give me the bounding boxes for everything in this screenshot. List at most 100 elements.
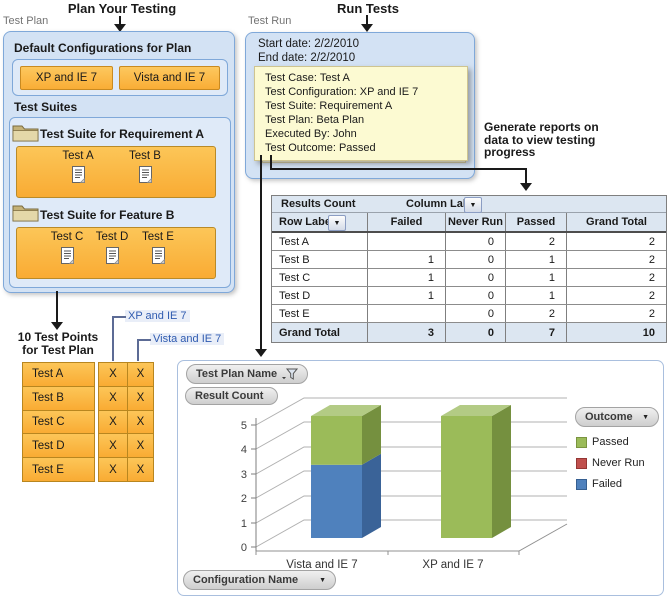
- test-points-mark-grid: X X X X X X X X X X: [98, 362, 154, 482]
- suite-requirement-a-title: Test Suite for Requirement A: [40, 127, 205, 141]
- stacked-column-chart: 0 1 2 3 4 5 Vista and IE 7 XP and IE 7: [241, 397, 568, 571]
- y-tick: 5: [241, 420, 247, 432]
- y-axis: [251, 418, 257, 551]
- column-labels-dropdown-button[interactable]: ▼: [464, 197, 482, 213]
- note-line: Executed By: John: [265, 127, 357, 140]
- folder-icon: [12, 205, 39, 222]
- test-e-label: Test E: [142, 231, 174, 243]
- result-count-field-pill[interactable]: Result Count: [185, 387, 278, 405]
- test-point-mark: X: [127, 409, 153, 434]
- passed-value: 1: [506, 269, 567, 286]
- generate-reports-line: data to view testing: [484, 132, 596, 147]
- passed-swatch-icon: [576, 436, 587, 448]
- run-to-chart-line: [260, 155, 262, 350]
- y-tick-labels: 0 1 2 3 4 5: [241, 420, 247, 554]
- note-line: Test Case: Test A: [265, 72, 350, 84]
- vista-ie7-callout: Vista and IE 7: [150, 333, 225, 345]
- table-row: Test C 1 0 1 2: [272, 269, 666, 287]
- test-suites-title: Test Suites: [14, 100, 78, 114]
- test-point-mark: X: [127, 385, 153, 410]
- test-case-document-icon: [106, 247, 119, 264]
- folder-icon: [12, 125, 39, 142]
- test-point-mark: X: [127, 363, 153, 386]
- generate-reports-text: Generate reports on data to view testing…: [484, 121, 659, 159]
- row-name: Test D: [272, 287, 368, 304]
- never-run-value: 0: [446, 269, 506, 286]
- failed-value: 1: [368, 269, 446, 286]
- y-tick: 1: [241, 518, 247, 530]
- vista-callout-line: [137, 339, 151, 341]
- total-value: 2: [648, 235, 655, 248]
- grand-total-column-header: Grand Total: [586, 216, 647, 228]
- axis-field-label: Configuration Name: [193, 574, 299, 586]
- run-arrow-line: [366, 15, 368, 24]
- test-point-row: Test D: [23, 433, 94, 458]
- test-points-title-line1: 10 Test Points: [17, 330, 99, 344]
- plan-to-points-arrow-icon: [51, 322, 63, 330]
- xp-ie7-callout: XP and IE 7: [125, 310, 190, 322]
- chevron-down-icon: ▼: [642, 413, 649, 421]
- table-row: Test B 1 0 1 2: [272, 251, 666, 269]
- note-line: Test Plan: Beta Plan: [265, 113, 365, 126]
- y-tick: 2: [241, 493, 247, 505]
- column-labels-field: Column Lab: [406, 198, 470, 210]
- row-name: Test C: [272, 269, 368, 286]
- legend-label: Never Run: [592, 457, 645, 469]
- test-point-mark: X: [99, 363, 127, 386]
- legend-item-passed: Passed: [576, 436, 629, 448]
- never-run-column-header: Never Run: [446, 213, 506, 231]
- test-plan-name-filter-pill[interactable]: Test Plan Name: [186, 364, 308, 384]
- test-point-mark: X: [127, 457, 153, 481]
- vista-callout-line: [137, 339, 139, 361]
- never-run-value: 0: [446, 287, 506, 304]
- filter-funnel-icon: [282, 368, 298, 380]
- passed-value: 1: [506, 287, 567, 304]
- configuration-name-axis-pill[interactable]: Configuration Name ▼: [183, 570, 336, 590]
- plan-your-testing-heading: Plan Your Testing: [67, 1, 177, 16]
- outcome-legend-pill[interactable]: Outcome ▼: [575, 407, 659, 427]
- note-line: Test Outcome: Passed: [265, 141, 376, 154]
- test-b-label: Test B: [129, 150, 161, 162]
- test-points-title: 10 Test Points for Test Plan: [2, 331, 114, 357]
- table-row: Test A 0 2 2: [272, 233, 666, 251]
- row-labels-dropdown-button[interactable]: ▼: [328, 215, 346, 231]
- end-date-text: End date: 2/2/2010: [258, 52, 356, 64]
- run-to-table-arrow-icon: [520, 183, 532, 191]
- never-run-swatch-icon: [576, 457, 587, 469]
- never-run-value: 0: [446, 233, 506, 250]
- passed-column-header: Passed: [506, 213, 567, 231]
- test-point-mark: X: [127, 433, 153, 458]
- test-points-title-line2: for Test Plan: [22, 343, 94, 357]
- failed-value: [368, 305, 446, 322]
- run-tests-heading: Run Tests: [337, 1, 399, 16]
- table-row: Test E 0 2 2: [272, 305, 666, 323]
- failed-value: 1: [368, 287, 446, 304]
- test-d-label: Test D: [95, 231, 129, 243]
- test-case-document-icon: [139, 166, 152, 183]
- plan-arrow-line: [119, 16, 121, 25]
- value-field-label: Result Count: [195, 390, 264, 402]
- category-label: Vista and IE 7: [286, 559, 357, 571]
- suite-feature-b-title: Test Suite for Feature B: [40, 208, 175, 222]
- row-name: Test A: [272, 233, 368, 250]
- test-run-label: Test Run: [248, 15, 292, 27]
- xp-callout-line: [112, 316, 114, 361]
- test-case-document-icon: [152, 247, 165, 264]
- never-run-value: 0: [446, 305, 506, 322]
- grand-total-row: Grand Total 3 0 7 10: [272, 323, 666, 342]
- test-point-mark: X: [99, 457, 127, 481]
- test-point-mark: X: [99, 433, 127, 458]
- y-tick: 0: [241, 542, 247, 554]
- passed-value: 1: [506, 251, 567, 268]
- results-pivot-table: Results Count Column Lab ▼ Row Labels ▼ …: [271, 195, 667, 343]
- test-point-row: Test E: [23, 457, 94, 481]
- bar-xp-ie7: [441, 405, 511, 538]
- passed-value: 2: [506, 233, 567, 250]
- legend-label: Failed: [592, 478, 622, 490]
- test-plan-label: Test Plan: [3, 15, 49, 27]
- failed-value: 1: [368, 251, 446, 268]
- failed-swatch-icon: [576, 478, 587, 490]
- test-point-mark: X: [99, 385, 127, 410]
- test-point-row: Test A: [23, 363, 94, 386]
